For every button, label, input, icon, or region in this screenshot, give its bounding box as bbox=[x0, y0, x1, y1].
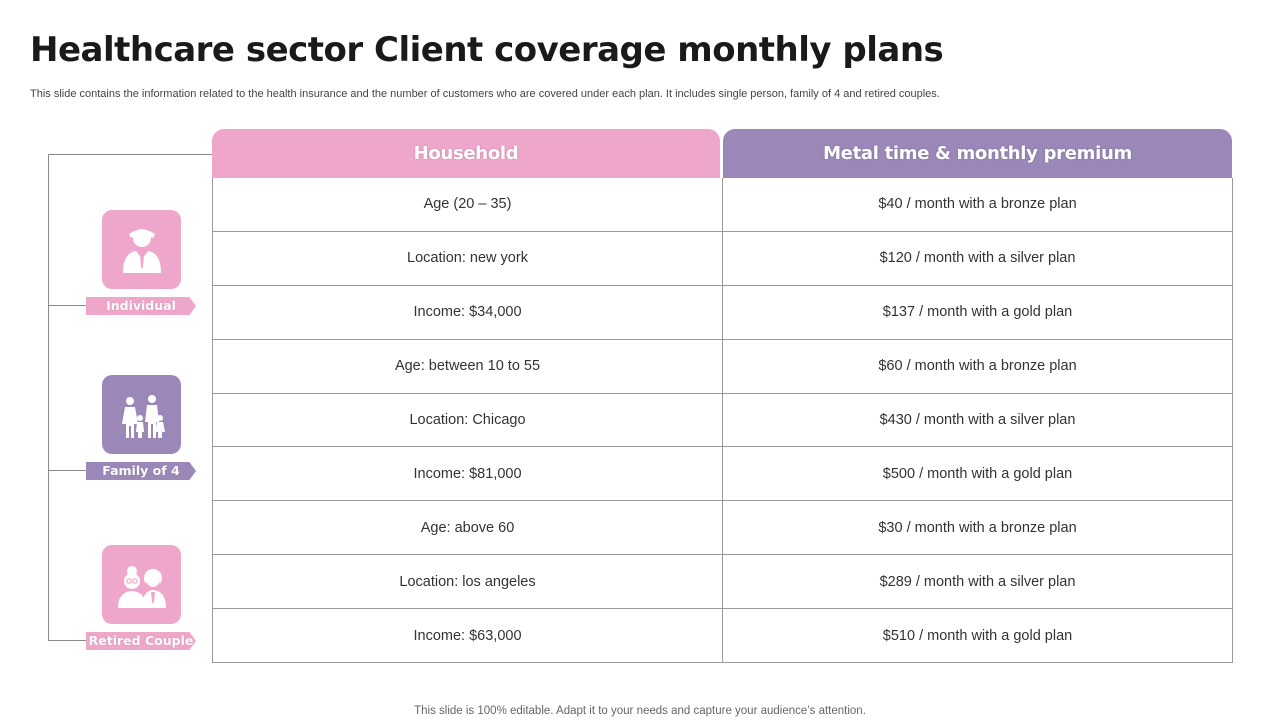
premium-cell: $500 / month with a gold plan bbox=[722, 447, 1232, 501]
column-header-metal-premium: Metal time & monthly premium bbox=[723, 129, 1232, 178]
premium-cell: $40 / month with a bronze plan bbox=[722, 178, 1232, 231]
page-title: Healthcare sector Client coverage monthl… bbox=[30, 30, 944, 70]
table-row: Location: new york $120 / month with a s… bbox=[213, 231, 1232, 286]
table-row: Income: $63,000 $510 / month with a gold… bbox=[213, 609, 1232, 664]
household-cell: Location: los angeles bbox=[399, 573, 536, 590]
category-label-family: Family of 4 bbox=[86, 462, 196, 480]
household-cell: Income: $81,000 bbox=[413, 465, 522, 482]
table-row: Income: $81,000 $500 / month with a gold… bbox=[213, 447, 1232, 502]
connector-line-family bbox=[48, 470, 88, 471]
page-subtitle: This slide contains the information rela… bbox=[30, 88, 940, 100]
connector-line-header bbox=[48, 154, 212, 155]
family-icon bbox=[102, 375, 181, 454]
person-icon bbox=[102, 210, 181, 289]
household-cell: Income: $34,000 bbox=[413, 304, 522, 321]
premium-cell: $120 / month with a silver plan bbox=[722, 231, 1232, 285]
table-row: Income: $34,000 $137 / month with a gold… bbox=[213, 285, 1232, 340]
premium-cell: $289 / month with a silver plan bbox=[722, 555, 1232, 609]
premium-cell: $510 / month with a gold plan bbox=[722, 609, 1232, 663]
elderly-couple-icon bbox=[102, 545, 181, 624]
household-cell: Income: $63,000 bbox=[413, 627, 522, 644]
connector-vertical-line bbox=[48, 154, 49, 640]
connector-line-individual bbox=[48, 305, 88, 306]
table-row: Location: Chicago $430 / month with a si… bbox=[213, 393, 1232, 448]
table-row: Age: above 60 $30 / month with a bronze … bbox=[213, 501, 1232, 556]
premium-cell: $137 / month with a gold plan bbox=[722, 285, 1232, 339]
household-cell: Age (20 – 35) bbox=[423, 196, 512, 213]
table-row: Age (20 – 35) $40 / month with a bronze … bbox=[213, 178, 1232, 232]
household-cell: Age: between 10 to 55 bbox=[394, 358, 541, 375]
table-row: Age: between 10 to 55 $60 / month with a… bbox=[213, 339, 1232, 394]
household-cell: Location: new york bbox=[407, 250, 528, 267]
household-cell: Age: above 60 bbox=[420, 519, 515, 536]
connector-line-retired bbox=[48, 640, 88, 641]
table-row: Location: los angeles $289 / month with … bbox=[213, 555, 1232, 610]
coverage-table: Age (20 – 35) $40 / month with a bronze … bbox=[212, 178, 1233, 664]
category-label-retired: Retired Couple bbox=[86, 632, 196, 650]
category-label-individual: Individual bbox=[86, 297, 196, 315]
premium-cell: $30 / month with a bronze plan bbox=[722, 501, 1232, 555]
premium-cell: $60 / month with a bronze plan bbox=[722, 339, 1232, 393]
household-cell: Location: Chicago bbox=[409, 412, 526, 428]
footer-note: This slide is 100% editable. Adapt it to… bbox=[414, 705, 866, 717]
column-header-household: Household bbox=[212, 129, 720, 178]
premium-cell: $430 / month with a silver plan bbox=[722, 393, 1232, 447]
